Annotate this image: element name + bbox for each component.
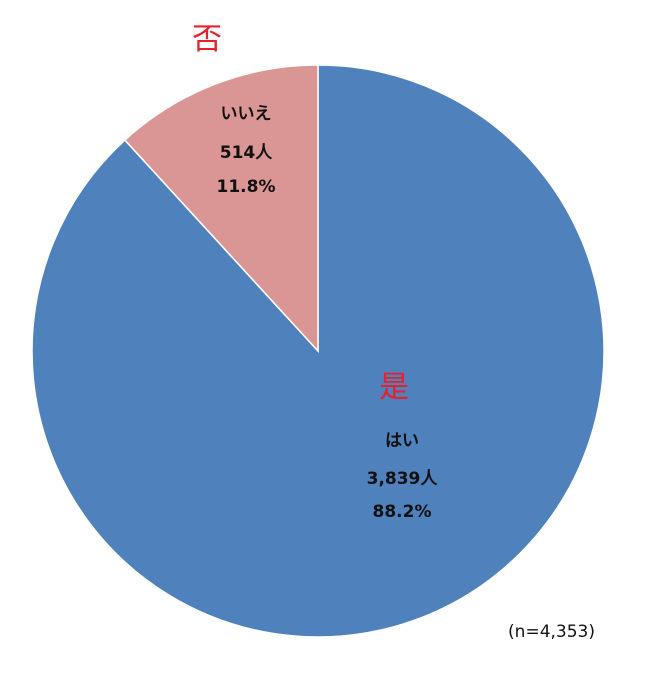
slice-count-no: 514人	[220, 143, 273, 163]
slice-label-yes: はい	[385, 431, 419, 451]
slice-percent-no: 11.8%	[217, 177, 276, 197]
pie-slices	[31, 64, 605, 638]
sample-size-note: (n=4,353)	[508, 622, 595, 642]
slice-annotation-yes: 是	[379, 370, 409, 405]
slice-count-yes: 3,839人	[367, 469, 439, 489]
slice-percent-yes: 88.2%	[373, 502, 432, 522]
slice-label-no: いいえ	[221, 104, 272, 124]
pie-slice-no	[123, 64, 319, 353]
slice-annotation-no: 否	[192, 22, 222, 57]
